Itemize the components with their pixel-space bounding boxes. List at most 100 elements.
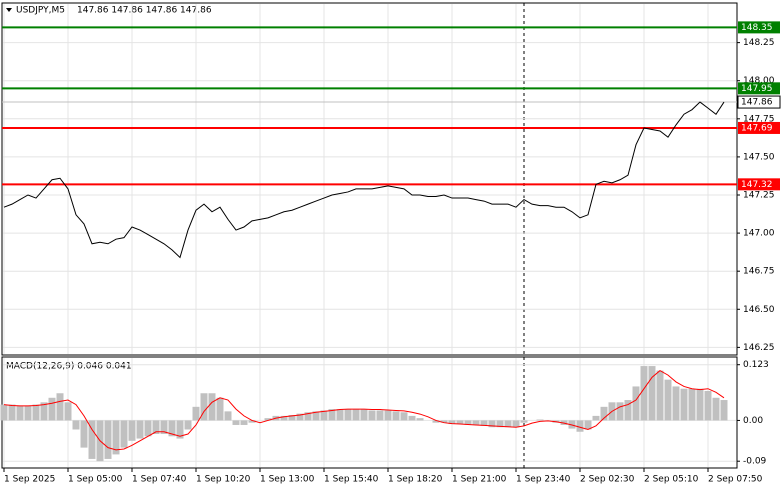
- last-price-label: 147.86: [741, 98, 773, 108]
- histogram-bar: [184, 420, 192, 430]
- histogram-bar: [440, 420, 448, 423]
- histogram-bar: [176, 420, 184, 439]
- histogram-bar: [488, 420, 496, 428]
- histogram-bar: [248, 420, 256, 423]
- y-tick-label: 147.75: [743, 114, 775, 124]
- histogram-bar: [192, 406, 200, 421]
- x-tick-label: 2 Sep 07:50: [708, 475, 763, 485]
- histogram-bar: [144, 420, 152, 437]
- histogram-bar: [712, 397, 720, 421]
- histogram-bar: [320, 410, 328, 421]
- histogram-bar: [688, 388, 696, 421]
- histogram-bar: [120, 420, 128, 448]
- x-tick-label: 1 Sep 2025: [4, 475, 55, 485]
- menu-icon: [6, 8, 12, 12]
- histogram-bar: [384, 410, 392, 421]
- histogram-bar: [296, 413, 304, 421]
- histogram-bar: [288, 414, 296, 421]
- histogram-bar: [304, 412, 312, 421]
- histogram-bar: [432, 420, 440, 423]
- histogram-bar: [344, 409, 352, 421]
- y-tick-label: 147.50: [743, 152, 775, 162]
- histogram-bar: [656, 370, 664, 421]
- x-tick-label: 1 Sep 23:40: [516, 475, 571, 485]
- histogram-bar: [616, 402, 624, 421]
- level-label: 147.32: [741, 180, 773, 190]
- histogram-bar: [360, 409, 368, 421]
- histogram-bar: [160, 420, 168, 435]
- histogram-bar: [72, 420, 80, 430]
- histogram-bar: [336, 409, 344, 421]
- histogram-bar: [496, 420, 504, 428]
- histogram-bar: [48, 397, 56, 421]
- level-label: 147.95: [741, 84, 773, 94]
- histogram-bar: [8, 404, 16, 421]
- level-tag: [738, 21, 780, 34]
- histogram-bar: [664, 379, 672, 421]
- histogram-bar: [136, 420, 144, 439]
- histogram-bar: [584, 420, 592, 430]
- histogram-bar: [696, 388, 704, 421]
- x-tick-label: 2 Sep 05:10: [644, 475, 699, 485]
- histogram-bar: [600, 406, 608, 421]
- y-tick-label: 146.50: [743, 305, 775, 315]
- histogram-bar: [408, 415, 416, 421]
- histogram-bar: [448, 420, 456, 425]
- histogram-bar: [464, 420, 472, 425]
- histogram-bar: [32, 404, 40, 421]
- histogram-bar: [264, 418, 272, 421]
- histogram-bar: [312, 411, 320, 421]
- last-price-tag: [737, 95, 781, 109]
- histogram-bar: [472, 420, 480, 425]
- y-tick-label: 0.123: [743, 360, 769, 370]
- histogram-bar: [576, 420, 584, 432]
- price-panel: [1, 2, 738, 356]
- histogram-bar: [704, 390, 712, 421]
- y-tick-label: 146.75: [743, 267, 775, 277]
- ohlc: 147.86 147.86 147.86 147.86: [77, 6, 212, 16]
- histogram-bar: [400, 412, 408, 421]
- histogram-bar: [280, 415, 288, 421]
- x-tick-label: 1 Sep 05:00: [68, 475, 123, 485]
- histogram-bar: [64, 402, 72, 421]
- y-tick-label: -0.09: [743, 457, 767, 467]
- histogram-bar: [128, 420, 136, 441]
- histogram-bar: [0, 404, 8, 421]
- histogram-bar: [376, 410, 384, 421]
- histogram-bar: [368, 410, 376, 421]
- histogram-bar: [56, 393, 64, 421]
- histogram-bar: [216, 397, 224, 421]
- histogram-bar: [592, 415, 600, 421]
- histogram-bar: [200, 393, 208, 421]
- histogram-bar: [24, 405, 32, 421]
- x-tick-label: 1 Sep 07:40: [132, 475, 187, 485]
- histogram-bar: [504, 420, 512, 428]
- histogram-bar: [520, 420, 528, 423]
- histogram-bar: [40, 402, 48, 421]
- histogram-bar: [456, 420, 464, 425]
- histogram-bar: [648, 366, 656, 421]
- y-tick-label: 0.00: [743, 416, 763, 426]
- x-tick-label: 1 Sep 21:00: [452, 475, 507, 485]
- level-label: 148.35: [741, 23, 773, 33]
- histogram-bar: [720, 400, 728, 421]
- histogram-bar: [536, 419, 544, 421]
- histogram-bar: [152, 420, 160, 435]
- level-tag: [738, 121, 780, 134]
- x-tick-label: 1 Sep 15:40: [324, 475, 379, 485]
- histogram-bar: [104, 420, 112, 459]
- histogram-bar: [512, 420, 520, 428]
- histogram-bar: [240, 420, 248, 425]
- histogram-bar: [624, 400, 632, 421]
- histogram-bar: [416, 418, 424, 421]
- histogram-bar: [632, 386, 640, 421]
- histogram-bar: [168, 420, 176, 437]
- y-tick-label: 147.00: [743, 229, 775, 239]
- histogram-bar: [88, 420, 96, 459]
- histogram-bar: [392, 411, 400, 421]
- chart-title: USDJPY,M5: [16, 6, 65, 16]
- signal-line: [3, 369, 725, 451]
- histogram-bar: [16, 405, 24, 421]
- histogram-bar: [352, 409, 360, 421]
